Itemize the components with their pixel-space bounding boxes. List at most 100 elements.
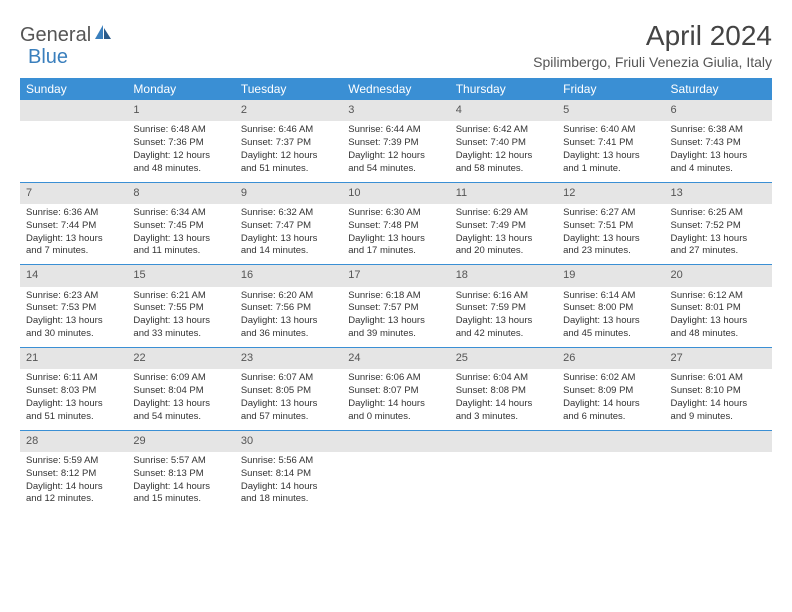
- week-row: 7Sunrise: 6:36 AMSunset: 7:44 PMDaylight…: [20, 182, 772, 265]
- weeks-container: 1Sunrise: 6:48 AMSunset: 7:36 PMDaylight…: [20, 100, 772, 512]
- weekday-friday: Friday: [557, 78, 664, 100]
- weekday-header: Sunday Monday Tuesday Wednesday Thursday…: [20, 78, 772, 100]
- day-cell: 2Sunrise: 6:46 AMSunset: 7:37 PMDaylight…: [235, 100, 342, 182]
- day-content: Sunrise: 6:07 AMSunset: 8:05 PMDaylight:…: [235, 369, 342, 429]
- day-cell: [342, 430, 449, 513]
- day-number: 28: [20, 430, 127, 452]
- day-content: Sunrise: 6:06 AMSunset: 8:07 PMDaylight:…: [342, 369, 449, 429]
- day-cell: 25Sunrise: 6:04 AMSunset: 8:08 PMDayligh…: [450, 347, 557, 430]
- day-sunset: Sunset: 7:44 PM: [26, 220, 121, 233]
- day-number: [557, 430, 664, 452]
- day-number: 12: [557, 182, 664, 204]
- day-daylight2: and 4 minutes.: [671, 163, 766, 176]
- day-daylight2: and 14 minutes.: [241, 245, 336, 258]
- day-number: 5: [557, 100, 664, 121]
- day-sunset: Sunset: 7:49 PM: [456, 220, 551, 233]
- day-sunrise: Sunrise: 6:04 AM: [456, 372, 551, 385]
- day-sunset: Sunset: 8:05 PM: [241, 385, 336, 398]
- day-number: 8: [127, 182, 234, 204]
- day-daylight1: Daylight: 13 hours: [26, 233, 121, 246]
- day-number: 11: [450, 182, 557, 204]
- day-sunrise: Sunrise: 6:36 AM: [26, 207, 121, 220]
- day-cell: 6Sunrise: 6:38 AMSunset: 7:43 PMDaylight…: [665, 100, 772, 182]
- day-daylight1: Daylight: 13 hours: [563, 150, 658, 163]
- day-sunrise: Sunrise: 6:25 AM: [671, 207, 766, 220]
- day-content: Sunrise: 6:25 AMSunset: 7:52 PMDaylight:…: [665, 204, 772, 264]
- day-number: 16: [235, 264, 342, 286]
- day-sunset: Sunset: 7:59 PM: [456, 302, 551, 315]
- day-cell: 18Sunrise: 6:16 AMSunset: 7:59 PMDayligh…: [450, 264, 557, 347]
- day-cell: 3Sunrise: 6:44 AMSunset: 7:39 PMDaylight…: [342, 100, 449, 182]
- day-sunrise: Sunrise: 6:42 AM: [456, 124, 551, 137]
- day-content: Sunrise: 6:02 AMSunset: 8:09 PMDaylight:…: [557, 369, 664, 429]
- day-daylight1: Daylight: 14 hours: [563, 398, 658, 411]
- day-sunset: Sunset: 8:08 PM: [456, 385, 551, 398]
- day-sunset: Sunset: 7:43 PM: [671, 137, 766, 150]
- day-daylight1: Daylight: 13 hours: [133, 398, 228, 411]
- day-cell: 26Sunrise: 6:02 AMSunset: 8:09 PMDayligh…: [557, 347, 664, 430]
- day-sunrise: Sunrise: 6:11 AM: [26, 372, 121, 385]
- logo: General: [20, 20, 115, 47]
- day-daylight1: Daylight: 12 hours: [241, 150, 336, 163]
- day-sunset: Sunset: 7:47 PM: [241, 220, 336, 233]
- day-cell: 4Sunrise: 6:42 AMSunset: 7:40 PMDaylight…: [450, 100, 557, 182]
- week-row: 1Sunrise: 6:48 AMSunset: 7:36 PMDaylight…: [20, 100, 772, 182]
- day-cell: 13Sunrise: 6:25 AMSunset: 7:52 PMDayligh…: [665, 182, 772, 265]
- day-sunset: Sunset: 8:10 PM: [671, 385, 766, 398]
- weekday-thursday: Thursday: [450, 78, 557, 100]
- day-cell: 22Sunrise: 6:09 AMSunset: 8:04 PMDayligh…: [127, 347, 234, 430]
- day-cell: 20Sunrise: 6:12 AMSunset: 8:01 PMDayligh…: [665, 264, 772, 347]
- calendar: Sunday Monday Tuesday Wednesday Thursday…: [20, 78, 772, 512]
- day-sunset: Sunset: 8:14 PM: [241, 468, 336, 481]
- day-cell: 15Sunrise: 6:21 AMSunset: 7:55 PMDayligh…: [127, 264, 234, 347]
- header: General April 2024 Spilimbergo, Friuli V…: [20, 20, 772, 70]
- day-number: 4: [450, 100, 557, 121]
- day-daylight2: and 45 minutes.: [563, 328, 658, 341]
- day-sunset: Sunset: 7:52 PM: [671, 220, 766, 233]
- day-daylight2: and 23 minutes.: [563, 245, 658, 258]
- logo-text-2: Blue: [28, 46, 68, 69]
- day-daylight1: Daylight: 12 hours: [348, 150, 443, 163]
- day-content: Sunrise: 6:09 AMSunset: 8:04 PMDaylight:…: [127, 369, 234, 429]
- day-daylight1: Daylight: 13 hours: [133, 315, 228, 328]
- day-cell: 7Sunrise: 6:36 AMSunset: 7:44 PMDaylight…: [20, 182, 127, 265]
- day-daylight2: and 54 minutes.: [348, 163, 443, 176]
- day-content: Sunrise: 6:27 AMSunset: 7:51 PMDaylight:…: [557, 204, 664, 264]
- day-cell: 21Sunrise: 6:11 AMSunset: 8:03 PMDayligh…: [20, 347, 127, 430]
- day-sunrise: Sunrise: 6:16 AM: [456, 290, 551, 303]
- day-daylight1: Daylight: 14 hours: [241, 481, 336, 494]
- day-daylight1: Daylight: 14 hours: [456, 398, 551, 411]
- day-content: Sunrise: 6:14 AMSunset: 8:00 PMDaylight:…: [557, 287, 664, 347]
- day-daylight2: and 30 minutes.: [26, 328, 121, 341]
- day-sunrise: Sunrise: 6:01 AM: [671, 372, 766, 385]
- day-daylight2: and 42 minutes.: [456, 328, 551, 341]
- day-number: [665, 430, 772, 452]
- day-daylight1: Daylight: 13 hours: [671, 315, 766, 328]
- day-sunset: Sunset: 8:07 PM: [348, 385, 443, 398]
- month-title: April 2024: [533, 20, 772, 52]
- day-sunset: Sunset: 7:53 PM: [26, 302, 121, 315]
- day-cell: 29Sunrise: 5:57 AMSunset: 8:13 PMDayligh…: [127, 430, 234, 513]
- day-sunset: Sunset: 8:03 PM: [26, 385, 121, 398]
- day-sunrise: Sunrise: 5:56 AM: [241, 455, 336, 468]
- day-sunrise: Sunrise: 6:30 AM: [348, 207, 443, 220]
- day-sunset: Sunset: 8:04 PM: [133, 385, 228, 398]
- day-content: Sunrise: 6:18 AMSunset: 7:57 PMDaylight:…: [342, 287, 449, 347]
- day-sunrise: Sunrise: 6:23 AM: [26, 290, 121, 303]
- day-daylight1: Daylight: 14 hours: [671, 398, 766, 411]
- day-sunset: Sunset: 7:39 PM: [348, 137, 443, 150]
- day-cell: [450, 430, 557, 513]
- day-cell: 19Sunrise: 6:14 AMSunset: 8:00 PMDayligh…: [557, 264, 664, 347]
- logo-text-1: General: [20, 24, 91, 47]
- day-daylight1: Daylight: 13 hours: [26, 315, 121, 328]
- day-sunset: Sunset: 7:57 PM: [348, 302, 443, 315]
- day-content: Sunrise: 5:59 AMSunset: 8:12 PMDaylight:…: [20, 452, 127, 512]
- day-daylight1: Daylight: 13 hours: [563, 315, 658, 328]
- day-daylight1: Daylight: 12 hours: [456, 150, 551, 163]
- day-number: 6: [665, 100, 772, 121]
- day-sunrise: Sunrise: 6:14 AM: [563, 290, 658, 303]
- day-sunrise: Sunrise: 5:57 AM: [133, 455, 228, 468]
- day-daylight2: and 20 minutes.: [456, 245, 551, 258]
- day-daylight1: Daylight: 13 hours: [26, 398, 121, 411]
- day-sunrise: Sunrise: 6:29 AM: [456, 207, 551, 220]
